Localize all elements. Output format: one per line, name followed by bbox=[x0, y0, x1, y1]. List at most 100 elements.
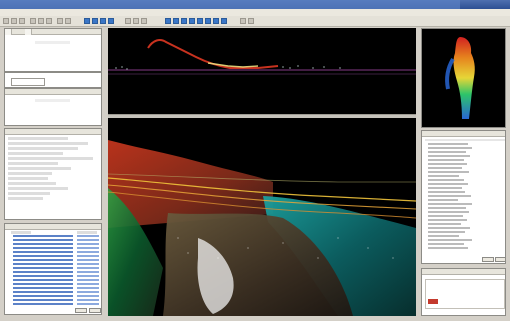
table-row[interactable] bbox=[7, 250, 99, 254]
list-item[interactable] bbox=[428, 155, 470, 157]
list-item[interactable] bbox=[428, 187, 462, 189]
table-row[interactable] bbox=[7, 274, 99, 278]
list-item[interactable] bbox=[428, 235, 459, 237]
table-row[interactable] bbox=[7, 270, 99, 274]
zoom-in-icon[interactable] bbox=[92, 18, 98, 24]
list-item[interactable] bbox=[428, 195, 471, 197]
undo-icon[interactable] bbox=[57, 18, 63, 24]
tree-item[interactable] bbox=[8, 142, 88, 145]
table-row[interactable] bbox=[7, 234, 99, 238]
table-row[interactable] bbox=[7, 298, 99, 302]
table-row[interactable] bbox=[7, 278, 99, 282]
measure-icon[interactable] bbox=[133, 18, 139, 24]
left-panel-1b-input[interactable] bbox=[11, 78, 45, 86]
table-row[interactable] bbox=[7, 294, 99, 298]
toolbar bbox=[0, 16, 510, 27]
tool-d-icon[interactable] bbox=[189, 18, 195, 24]
profile-viewport[interactable] bbox=[108, 28, 416, 114]
list-item[interactable] bbox=[428, 191, 465, 193]
table-row[interactable] bbox=[7, 238, 99, 242]
left-panel-2 bbox=[4, 88, 102, 126]
tree-item[interactable] bbox=[8, 197, 43, 200]
status-indicator bbox=[428, 299, 438, 304]
pan-icon[interactable] bbox=[108, 18, 114, 24]
list-item[interactable] bbox=[428, 183, 468, 185]
line-3 bbox=[108, 191, 416, 219]
list-item[interactable] bbox=[428, 243, 464, 245]
left-panel-4-button-1[interactable] bbox=[75, 308, 87, 313]
list-item[interactable] bbox=[428, 179, 464, 181]
tree-item[interactable] bbox=[8, 172, 52, 175]
pointcloud-3d-view[interactable] bbox=[108, 118, 416, 316]
settings-icon[interactable] bbox=[240, 18, 246, 24]
table-row[interactable] bbox=[7, 258, 99, 262]
list-item[interactable] bbox=[428, 203, 472, 205]
list-item[interactable] bbox=[428, 239, 472, 241]
select-icon[interactable] bbox=[84, 18, 90, 24]
list-item[interactable] bbox=[428, 159, 464, 161]
list-item[interactable] bbox=[428, 247, 468, 249]
list-item[interactable] bbox=[428, 151, 466, 153]
help-icon[interactable] bbox=[248, 18, 254, 24]
list-item[interactable] bbox=[428, 227, 470, 229]
list-item[interactable] bbox=[428, 219, 467, 221]
tree-item[interactable] bbox=[8, 192, 50, 195]
tree-item[interactable] bbox=[8, 157, 93, 160]
list-item[interactable] bbox=[428, 175, 459, 177]
tool-a-icon[interactable] bbox=[165, 18, 171, 24]
cut-icon[interactable] bbox=[30, 18, 36, 24]
list-item[interactable] bbox=[428, 199, 458, 201]
tool-h-icon[interactable] bbox=[221, 18, 227, 24]
table-row[interactable] bbox=[7, 262, 99, 266]
left-panel-1-tab-1[interactable] bbox=[5, 29, 12, 35]
tool-g-icon[interactable] bbox=[213, 18, 219, 24]
tree-item[interactable] bbox=[8, 162, 58, 165]
redo-icon[interactable] bbox=[65, 18, 71, 24]
table-row[interactable] bbox=[7, 302, 99, 306]
table-row[interactable] bbox=[7, 282, 99, 286]
right-list-button-1[interactable] bbox=[482, 257, 494, 262]
tree-item[interactable] bbox=[8, 147, 78, 150]
tool-c-icon[interactable] bbox=[181, 18, 187, 24]
tool-f-icon[interactable] bbox=[205, 18, 211, 24]
layers-icon[interactable] bbox=[141, 18, 147, 24]
copy-icon[interactable] bbox=[38, 18, 44, 24]
tree-item[interactable] bbox=[8, 137, 68, 140]
right-list-button-2[interactable] bbox=[495, 257, 505, 262]
new-icon[interactable] bbox=[3, 18, 9, 24]
tool-e-icon[interactable] bbox=[197, 18, 203, 24]
table-row[interactable] bbox=[7, 286, 99, 290]
table-row[interactable] bbox=[7, 290, 99, 294]
list-item[interactable] bbox=[428, 171, 469, 173]
left-panel-1-header bbox=[5, 29, 101, 35]
tree-item[interactable] bbox=[8, 152, 63, 155]
paste-icon[interactable] bbox=[46, 18, 52, 24]
zoom-out-icon[interactable] bbox=[100, 18, 106, 24]
right-preview-panel bbox=[421, 28, 506, 128]
tree-item[interactable] bbox=[8, 177, 48, 180]
list-item[interactable] bbox=[428, 223, 461, 225]
table-row[interactable] bbox=[7, 254, 99, 258]
list-item[interactable] bbox=[428, 163, 467, 165]
list-item[interactable] bbox=[428, 167, 462, 169]
tree-item[interactable] bbox=[8, 167, 71, 170]
rotate-icon[interactable] bbox=[125, 18, 131, 24]
tool-b-icon[interactable] bbox=[173, 18, 179, 24]
list-item[interactable] bbox=[428, 215, 463, 217]
save-icon[interactable] bbox=[19, 18, 25, 24]
list-item[interactable] bbox=[428, 143, 468, 145]
table-row[interactable] bbox=[7, 246, 99, 250]
left-panel-1-tab-2[interactable] bbox=[25, 29, 32, 35]
open-icon[interactable] bbox=[11, 18, 17, 24]
list-item[interactable] bbox=[428, 147, 472, 149]
list-item[interactable] bbox=[428, 231, 465, 233]
tree-item[interactable] bbox=[8, 187, 68, 190]
table-row[interactable] bbox=[7, 242, 99, 246]
table-row[interactable] bbox=[7, 266, 99, 270]
list-item[interactable] bbox=[428, 211, 469, 213]
left-panel-4-button-2[interactable] bbox=[89, 308, 101, 313]
tree-item[interactable] bbox=[8, 182, 56, 185]
list-item[interactable] bbox=[428, 207, 466, 209]
left-panel-2-header bbox=[5, 89, 101, 95]
